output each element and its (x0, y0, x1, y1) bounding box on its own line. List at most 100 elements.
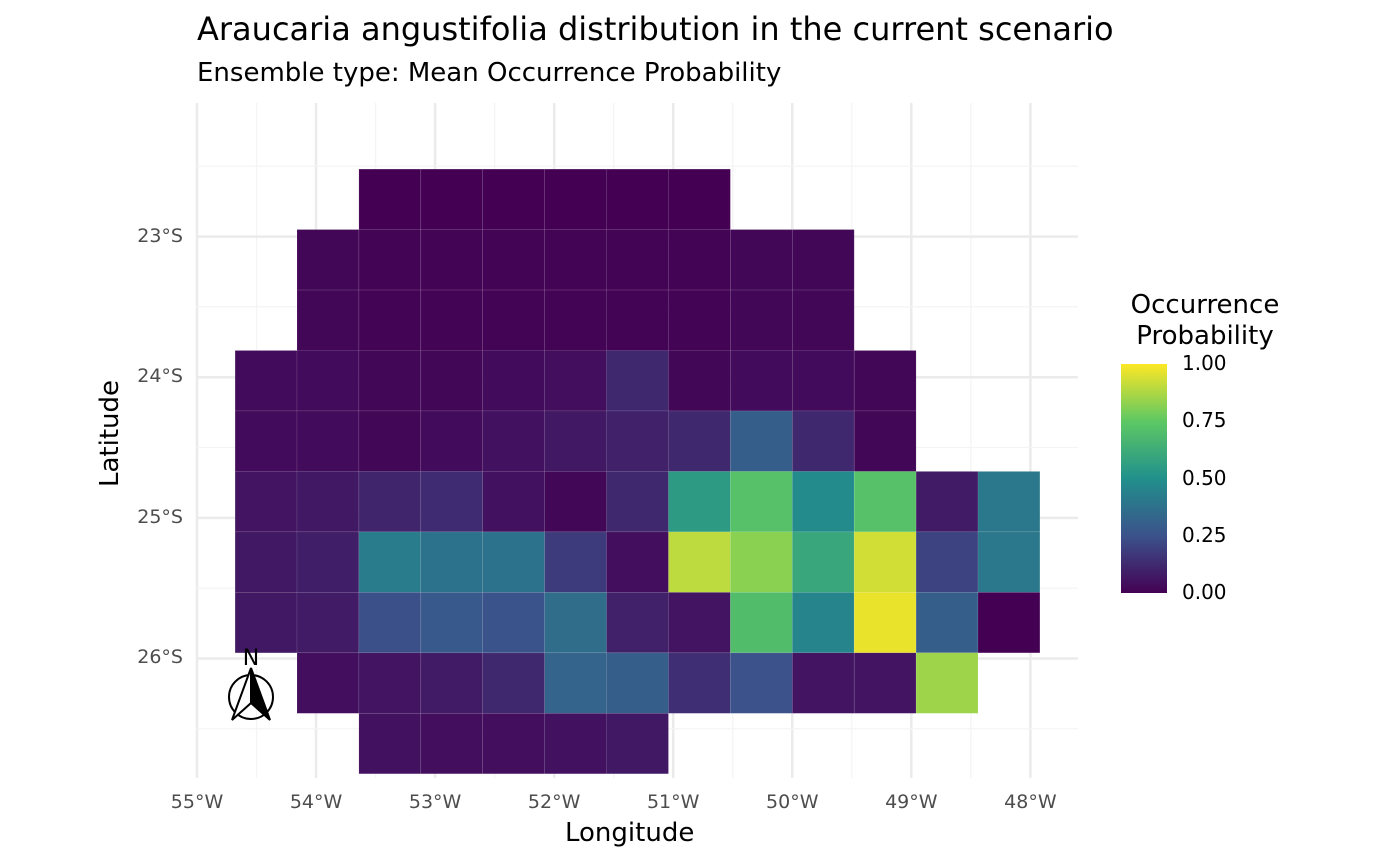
x-tick-label: 48°W (1004, 791, 1057, 813)
raster-cell (482, 652, 545, 714)
raster-cell (296, 471, 360, 533)
raster-cell (358, 713, 422, 775)
raster-cell (915, 592, 979, 654)
raster-cell (977, 592, 1041, 654)
raster-cell (668, 350, 731, 412)
x-tick-label: 50°W (766, 791, 819, 813)
raster-cell (420, 350, 484, 412)
raster-cell (977, 471, 1041, 533)
raster-cell (668, 229, 731, 291)
legend-colorbar (1121, 364, 1167, 593)
legend-tick (1121, 363, 1167, 365)
raster-cell (668, 531, 731, 593)
raster-cell (606, 592, 669, 654)
raster-cell (544, 652, 607, 714)
raster-cell (358, 652, 422, 714)
raster-cell (296, 289, 360, 351)
raster-cell (606, 531, 669, 593)
raster-cell (358, 229, 422, 291)
raster-cell (234, 592, 298, 654)
raster-cell (730, 289, 793, 351)
raster-cell (544, 592, 607, 654)
x-axis-title: Longitude (565, 818, 695, 848)
raster-cell (482, 229, 545, 291)
raster-cell (420, 229, 484, 291)
raster-cell (606, 652, 669, 714)
raster-cell (420, 289, 484, 351)
raster-cell (791, 410, 855, 472)
raster-cell (296, 531, 360, 593)
raster-cell (358, 592, 422, 654)
raster-cell (296, 229, 360, 291)
raster-cell (420, 652, 484, 714)
raster-cell (420, 531, 484, 593)
raster-cell (482, 289, 545, 351)
raster-cell (730, 592, 793, 654)
legend-title: Occurrence Probability (1100, 290, 1310, 352)
raster-cell (853, 350, 917, 412)
raster-cell (668, 592, 731, 654)
raster-cell (668, 168, 731, 230)
raster-cell (730, 229, 793, 291)
legend-label: 0.00 (1182, 580, 1227, 604)
raster-cell (606, 289, 669, 351)
raster-cell (606, 350, 669, 412)
x-tick-label: 54°W (289, 791, 343, 813)
raster-cell (482, 713, 545, 775)
raster-cell (606, 229, 669, 291)
raster-cell (358, 350, 422, 412)
legend-tick (1121, 478, 1167, 480)
raster-cell (606, 471, 669, 533)
raster-cell (420, 410, 484, 472)
raster-cell (730, 471, 793, 533)
legend-label: 0.75 (1182, 408, 1227, 433)
raster-cell (482, 592, 545, 654)
raster-cell (234, 531, 298, 593)
raster-cell (296, 350, 360, 412)
y-axis-title: Latitude (95, 379, 125, 487)
raster-cell (853, 531, 917, 593)
x-tick-label: 51°W (646, 791, 700, 813)
raster-cell (544, 410, 607, 472)
x-tick-label: 52°W (527, 791, 581, 813)
raster-cell (853, 410, 917, 472)
raster-cell (544, 289, 607, 351)
raster-cell (482, 471, 545, 533)
raster-cell (296, 410, 360, 472)
compass-arrow-left (231, 667, 252, 721)
raster-cell (544, 229, 607, 291)
compass-arrow-right (250, 667, 271, 721)
y-tick-label: 24°S (137, 365, 183, 388)
x-tick-label: 55°W (170, 791, 224, 813)
raster-cell (853, 652, 917, 714)
raster-cell (668, 289, 731, 351)
raster-cell (853, 592, 917, 654)
raster-cell (420, 471, 484, 533)
raster-cell (296, 652, 360, 714)
north-arrow-label: N (243, 646, 259, 671)
legend-tick (1121, 592, 1167, 594)
raster-cell (915, 531, 979, 593)
raster-cell (915, 652, 979, 714)
raster-cell (668, 471, 731, 533)
legend-tick (1121, 420, 1167, 422)
raster-cell (482, 410, 545, 472)
raster-cell (668, 652, 731, 714)
raster-cell (234, 350, 298, 412)
raster-cell (668, 410, 731, 472)
raster-cell (791, 289, 855, 351)
raster-cell (358, 289, 422, 351)
y-tick-label: 23°S (137, 224, 183, 247)
raster-cell (358, 168, 422, 230)
raster-cell (791, 592, 855, 654)
raster-cell (606, 410, 669, 472)
raster-cell (730, 350, 793, 412)
raster-cell (606, 713, 669, 775)
raster-cell (791, 350, 855, 412)
raster-cell (544, 168, 607, 230)
raster-cell (730, 531, 793, 593)
raster-cell (606, 168, 669, 230)
raster-cell (791, 229, 855, 291)
raster-cell (791, 471, 855, 533)
raster-cell (296, 592, 360, 654)
